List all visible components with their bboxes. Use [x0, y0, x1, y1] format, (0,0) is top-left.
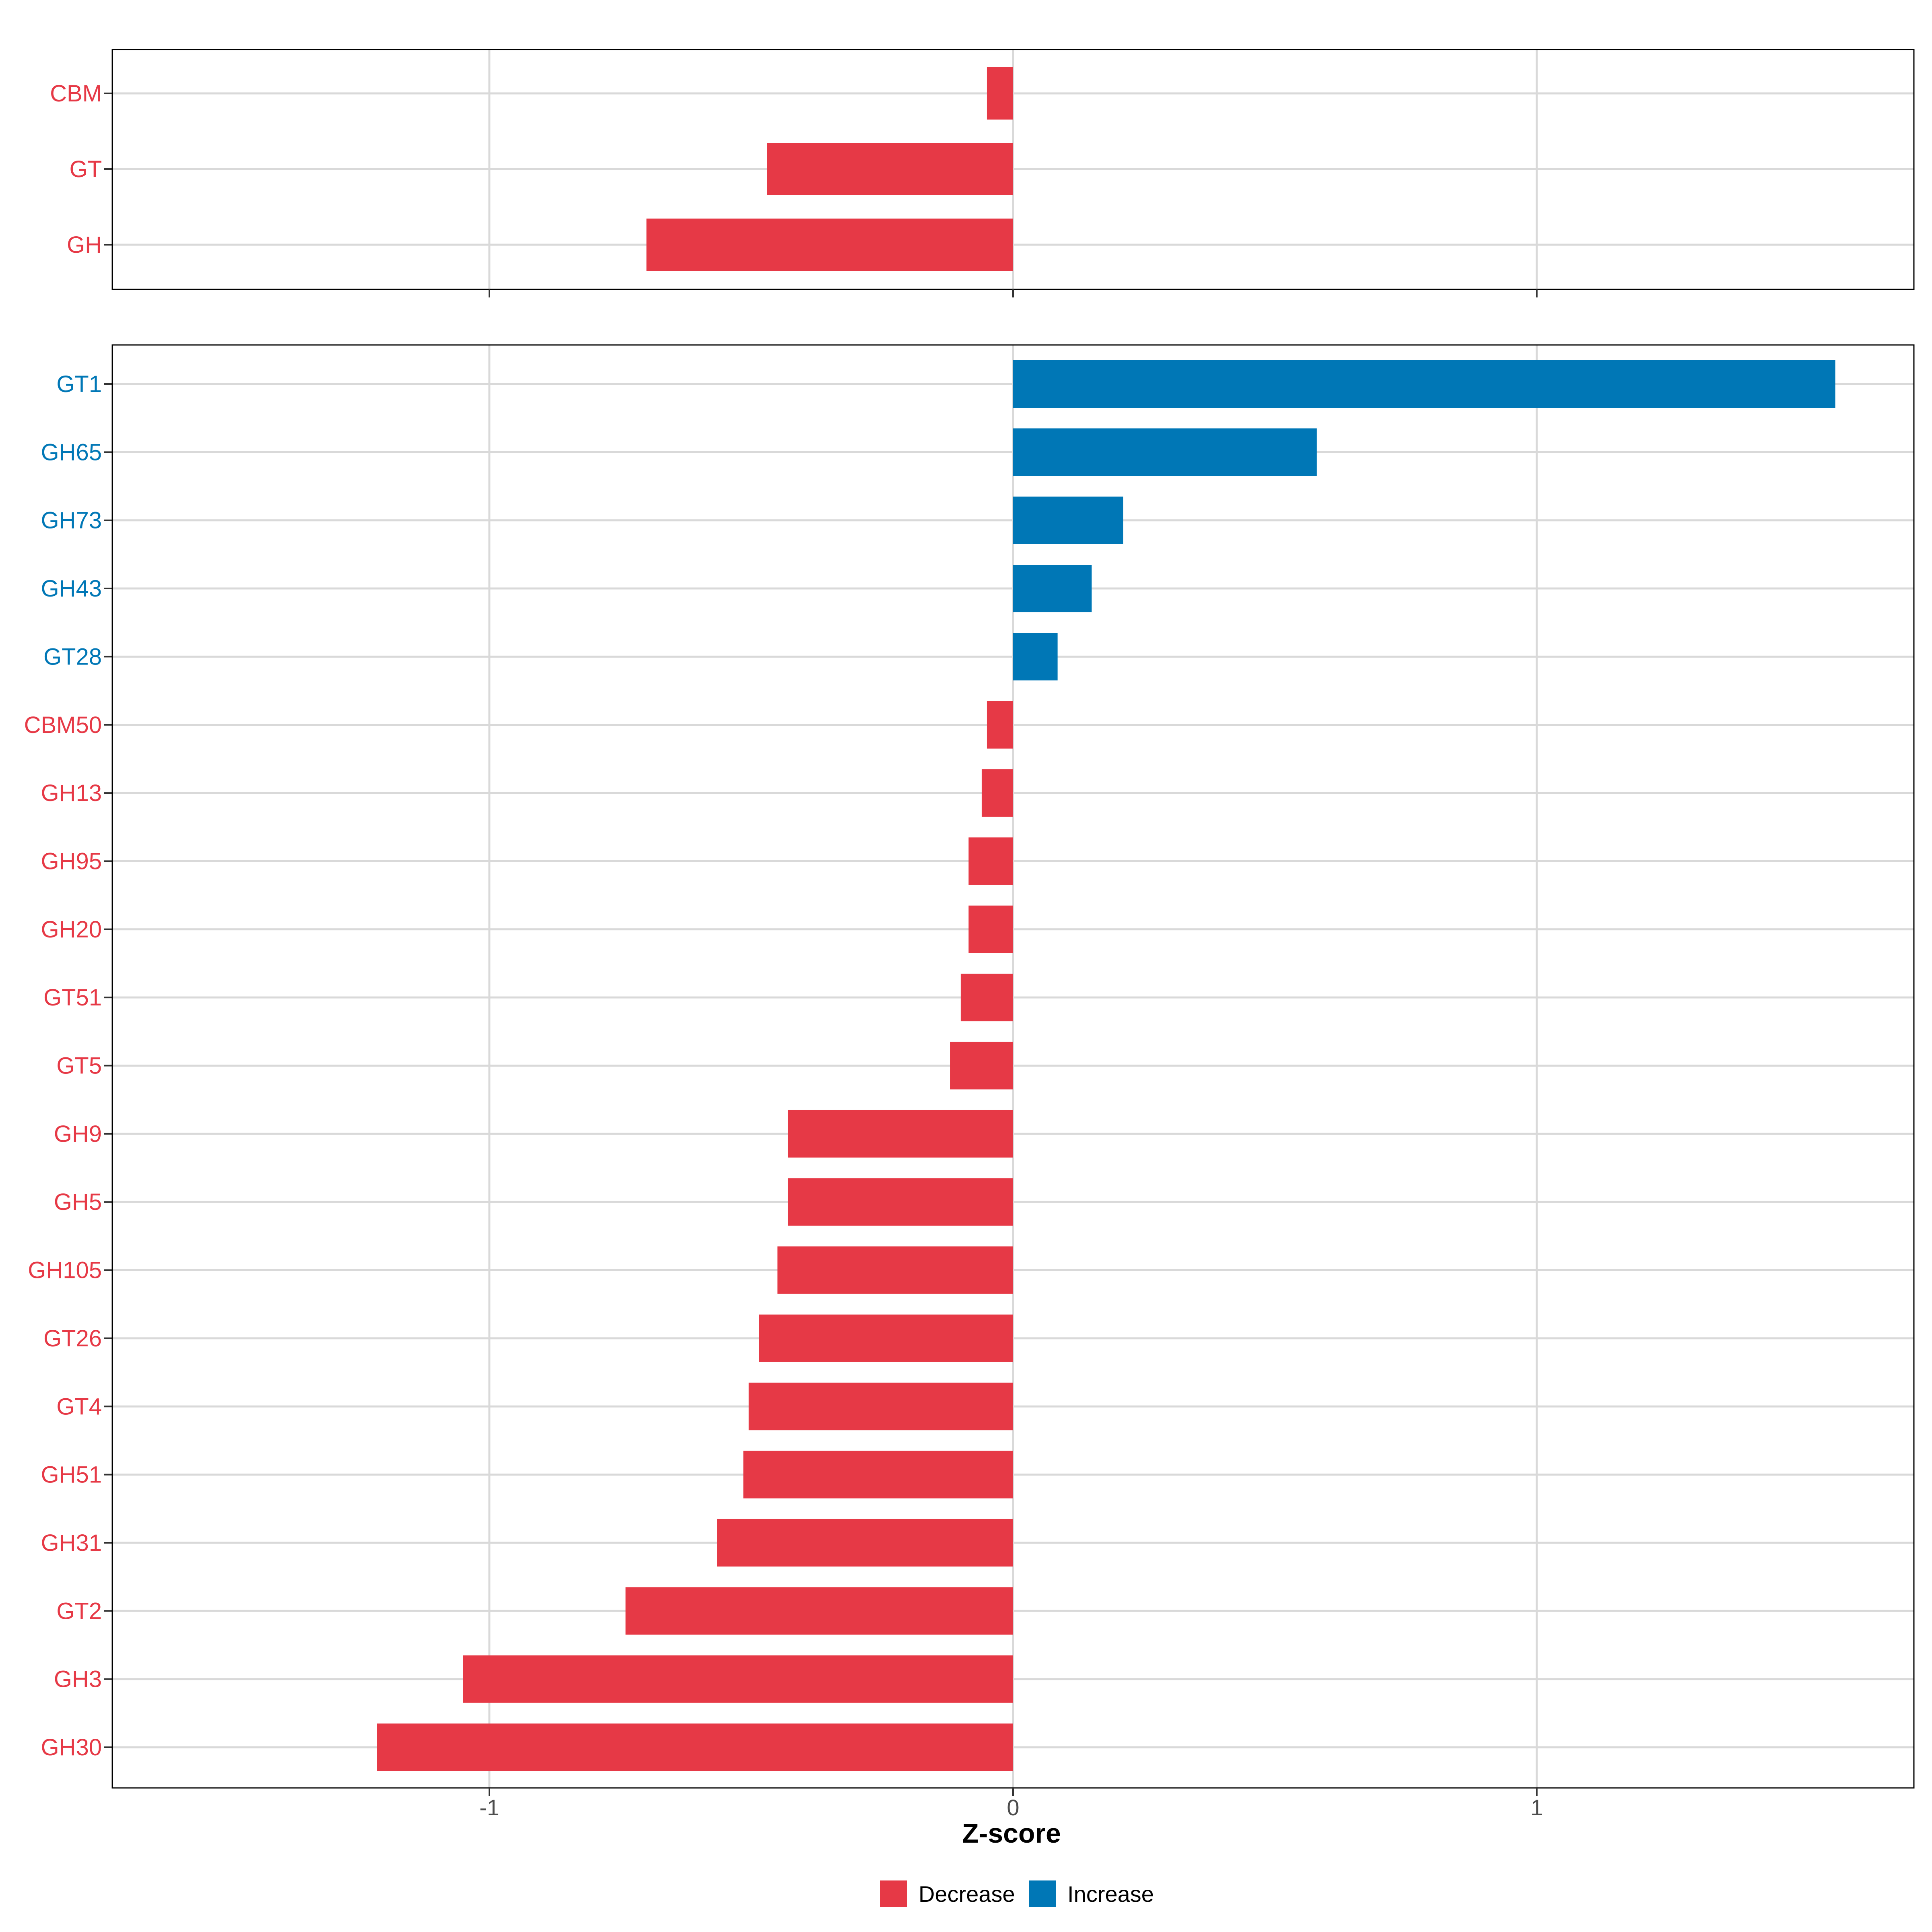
bar-gh5	[788, 1178, 1013, 1226]
bar-gh31	[717, 1519, 1013, 1567]
y-label-gh51: GH51	[41, 1462, 102, 1488]
x-tick-label: 1	[1531, 1795, 1543, 1820]
y-label-gh: GH	[67, 232, 102, 258]
y-label-gh3: GH3	[54, 1666, 102, 1693]
bar-gh9	[788, 1110, 1013, 1158]
y-label-gh65: GH65	[41, 439, 102, 465]
bar-gh51	[743, 1451, 1013, 1499]
bar-gh	[646, 219, 1013, 271]
y-label-gh95: GH95	[41, 848, 102, 874]
y-label-gh9: GH9	[54, 1121, 102, 1147]
bottom-panel: GT1 GH65 GH73 GH43 GT28 CBM50 GH13 GH95 GH20 GT51…	[24, 344, 1915, 1796]
legend-swatch-increase	[1029, 1880, 1056, 1907]
legend-label-increase: Increase	[1067, 1881, 1154, 1907]
bar-gt4	[748, 1383, 1013, 1430]
y-label-gt5: GT5	[56, 1053, 102, 1079]
y-label-gh5: GH5	[54, 1189, 102, 1215]
bar-gt26	[759, 1314, 1013, 1362]
legend: Decrease Increase	[880, 1880, 1154, 1907]
top-panel: CBM GT GH	[50, 49, 1915, 297]
x-axis: -1 0 1	[479, 1795, 1543, 1820]
bar-gh105	[777, 1246, 1013, 1294]
y-label-gh73: GH73	[41, 508, 102, 534]
y-label-gh105: GH105	[28, 1257, 102, 1284]
bar-cbm50	[987, 701, 1013, 749]
y-label-cbm: CBM	[50, 80, 102, 107]
bar-gh30	[377, 1724, 1013, 1771]
bar-gh95	[968, 837, 1013, 885]
bar-gt2	[625, 1587, 1013, 1635]
x-tick-label: -1	[479, 1795, 500, 1820]
bar-gt5	[950, 1042, 1013, 1090]
y-label-cbm50: CBM50	[24, 712, 102, 738]
y-label-gt28: GT28	[43, 644, 102, 670]
bar-gt1	[1013, 360, 1835, 408]
y-label-gh20: GH20	[41, 916, 102, 943]
y-label-gh30: GH30	[41, 1734, 102, 1761]
bar-cbm	[987, 67, 1013, 120]
bar-gh65	[1013, 428, 1317, 476]
bar-gh20	[968, 905, 1013, 953]
bar-gh73	[1013, 496, 1123, 544]
bar-gh43	[1013, 565, 1092, 613]
y-label-gt26: GT26	[43, 1325, 102, 1352]
y-label-gt1: GT1	[56, 371, 102, 397]
y-label-gh13: GH13	[41, 780, 102, 806]
y-label-gh43: GH43	[41, 576, 102, 602]
y-label-gt4: GT4	[56, 1393, 102, 1420]
bar-gh13	[981, 769, 1013, 817]
legend-swatch-decrease	[880, 1880, 907, 1907]
y-label-gh31: GH31	[41, 1530, 102, 1556]
bar-gt51	[960, 974, 1013, 1022]
x-tick-label: 0	[1007, 1795, 1019, 1820]
bar-gt28	[1013, 633, 1058, 681]
bar-gh3	[463, 1655, 1013, 1703]
y-label-gt51: GT51	[43, 985, 102, 1011]
legend-label-decrease: Decrease	[919, 1881, 1015, 1907]
y-label-gt: GT	[69, 156, 102, 182]
bar-gt	[767, 143, 1013, 195]
y-label-gt2: GT2	[56, 1598, 102, 1624]
x-axis-title: Z-score	[962, 1818, 1061, 1849]
